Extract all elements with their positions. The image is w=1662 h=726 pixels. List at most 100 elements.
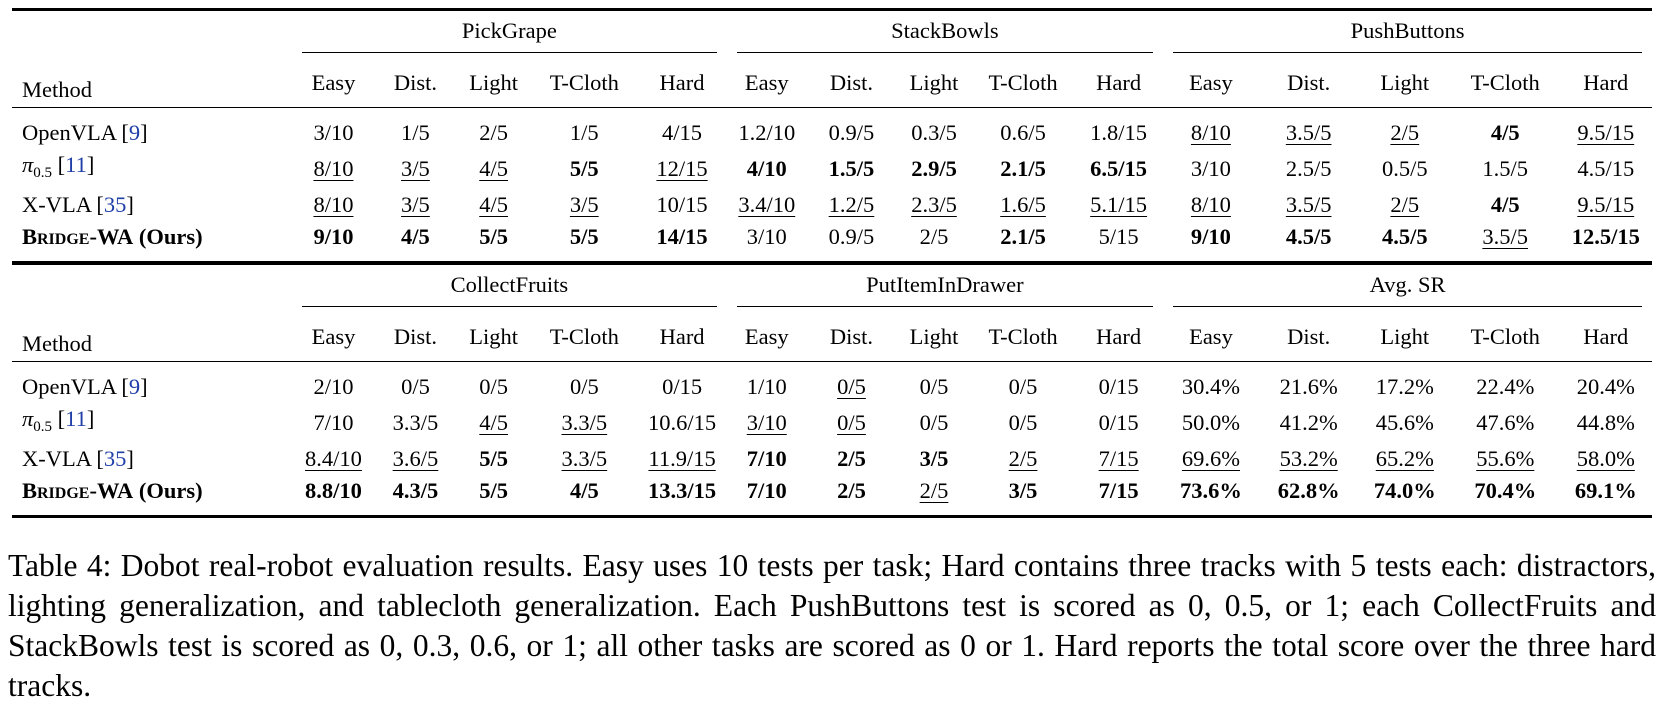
score-value: 3/10 — [746, 410, 787, 435]
table-row: Bridge-WA (Ours) 9/10 4/5 5/5 5/5 14/15 3/10 0.… — [12, 221, 1652, 262]
score-value: 1/10 — [746, 374, 787, 399]
table-row: OpenVLA [9] 3/10 1/5 2/5 1/5 4/15 1.2/10 0.9/5 0… — [12, 108, 1652, 150]
score-cell: 3/5 — [375, 189, 456, 221]
score-value: 4/10 — [746, 156, 787, 181]
score-value: 4/5 — [401, 224, 430, 249]
score-cell: 3.6/5 — [375, 443, 456, 475]
score-value: 2.3/5 — [911, 192, 957, 217]
score-cell: 69.6% — [1163, 443, 1259, 475]
score-value: 5.1/15 — [1090, 192, 1148, 217]
method-name: Bridge-WA — [22, 478, 134, 503]
table-caption: Table 4: Dobot real-robot evaluation res… — [8, 547, 1656, 703]
score-cell: 4.5/15 — [1560, 149, 1652, 189]
subheader-cell: Easy — [1163, 59, 1259, 108]
score-value: 0.3/5 — [911, 120, 957, 145]
score-value: 0.5/5 — [1381, 156, 1428, 181]
score-value: 21.6% — [1279, 374, 1338, 399]
citation-link[interactable]: 35 — [103, 192, 127, 217]
score-value: 3/10 — [313, 120, 354, 145]
subheader-cell: Hard — [637, 313, 727, 362]
score-value: 5/5 — [569, 224, 599, 249]
score-value: 17.2% — [1375, 374, 1434, 399]
score-cell: 5/5 — [531, 221, 638, 262]
method-name: OpenVLA — [22, 374, 116, 399]
score-cell: 5/5 — [456, 221, 532, 262]
score-value: 3.6/5 — [392, 446, 439, 471]
score-cell: 65.2% — [1359, 443, 1451, 475]
score-value: 7/10 — [746, 446, 787, 471]
score-cell: 7/15 — [1074, 443, 1163, 475]
citation-link[interactable]: 35 — [103, 446, 127, 471]
score-value: 5/5 — [569, 156, 599, 181]
score-value: 69.6% — [1181, 446, 1241, 471]
score-cell: 3/10 — [727, 403, 807, 443]
subheader-cell: Light — [1358, 59, 1451, 108]
score-cell: 4/5 — [1451, 189, 1560, 221]
score-cell: 1.2/10 — [727, 108, 807, 150]
score-value: 2/5 — [919, 224, 949, 249]
score-value: 11.9/15 — [648, 446, 716, 471]
score-cell: 14/15 — [637, 221, 727, 262]
method-name: X-VLA — [22, 446, 91, 471]
score-cell: 0.6/5 — [972, 108, 1074, 150]
score-cell: 0/5 — [972, 362, 1074, 404]
score-value: 9/10 — [313, 224, 354, 249]
subheader-cell: T-Cloth — [531, 59, 638, 108]
score-cell: 30.4% — [1163, 362, 1259, 404]
score-value: 0/5 — [837, 374, 866, 399]
score-cell: 2/5 — [896, 475, 973, 518]
score-cell: 69.1% — [1559, 475, 1652, 518]
score-value: 4/5 — [1490, 120, 1520, 145]
subheader-cell: Dist. — [806, 59, 896, 108]
subheader-cell: Light — [456, 313, 532, 362]
score-value: 2.5/5 — [1285, 156, 1332, 181]
score-value: 8/10 — [313, 156, 354, 181]
citation-link[interactable]: 11 — [65, 152, 87, 177]
subheader-cell: Easy — [292, 313, 375, 362]
table-row: OpenVLA [9] 2/10 0/5 0/5 0/5 0/15 1/10 0/5 0/5 0/… — [12, 362, 1652, 404]
score-cell: 4.5/5 — [1358, 221, 1451, 262]
score-value: 4/5 — [1490, 192, 1520, 217]
score-value: 50.0% — [1181, 410, 1241, 435]
score-cell: 0/15 — [1074, 403, 1163, 443]
score-value: 0/15 — [1098, 410, 1139, 435]
score-value: 1.8/15 — [1090, 120, 1148, 145]
table-row: X-VLA [35] 8/10 3/5 4/5 3/5 10/15 3.4/10 1.2/5 2… — [12, 189, 1652, 221]
pi-subscript: 0.5 — [33, 165, 53, 181]
score-value: 8/10 — [1190, 192, 1231, 217]
score-cell: 5/15 — [1074, 221, 1164, 262]
score-cell: 1.6/5 — [972, 189, 1074, 221]
score-cell: 3/5 — [375, 149, 456, 189]
score-cell: 55.6% — [1451, 443, 1560, 475]
score-cell: 7/10 — [726, 475, 807, 518]
score-value: 14/15 — [656, 224, 708, 249]
score-cell: 3.5/5 — [1259, 189, 1359, 221]
score-cell: 3.3/5 — [375, 403, 456, 443]
group-header: PushButtons — [1173, 18, 1642, 53]
score-cell: 5/5 — [456, 475, 532, 518]
score-cell: 0/5 — [896, 362, 972, 404]
score-cell: 74.0% — [1358, 475, 1451, 518]
score-value: 9/10 — [1190, 224, 1231, 249]
citation-link[interactable]: 9 — [128, 120, 141, 145]
score-value: 7/10 — [313, 410, 354, 435]
results-tables: Method PickGrape StackBowls PushButtons Easy… — [12, 8, 1652, 518]
score-value: 1.5/5 — [828, 156, 875, 181]
score-cell: 44.8% — [1560, 403, 1652, 443]
citation-link[interactable]: 9 — [128, 374, 141, 399]
score-value: 4.3/5 — [392, 478, 439, 503]
score-cell: 3.3/5 — [531, 403, 637, 443]
citation-link[interactable]: 11 — [65, 406, 87, 431]
group-header-cell: PutItemInDrawer — [726, 262, 1164, 313]
score-value: 3.4/10 — [738, 192, 796, 217]
score-cell: 2/5 — [1359, 189, 1451, 221]
score-cell: 1.5/5 — [1451, 149, 1560, 189]
score-value: 3/5 — [919, 446, 949, 471]
score-cell: 2/5 — [896, 221, 973, 262]
score-value: 20.4% — [1576, 374, 1635, 399]
score-cell: 45.6% — [1359, 403, 1451, 443]
score-cell: 0.3/5 — [896, 108, 972, 150]
score-cell: 4.5/5 — [1258, 221, 1359, 262]
method-cell: π0.5 [11] — [22, 152, 95, 181]
method-name: X-VLA — [22, 192, 91, 217]
